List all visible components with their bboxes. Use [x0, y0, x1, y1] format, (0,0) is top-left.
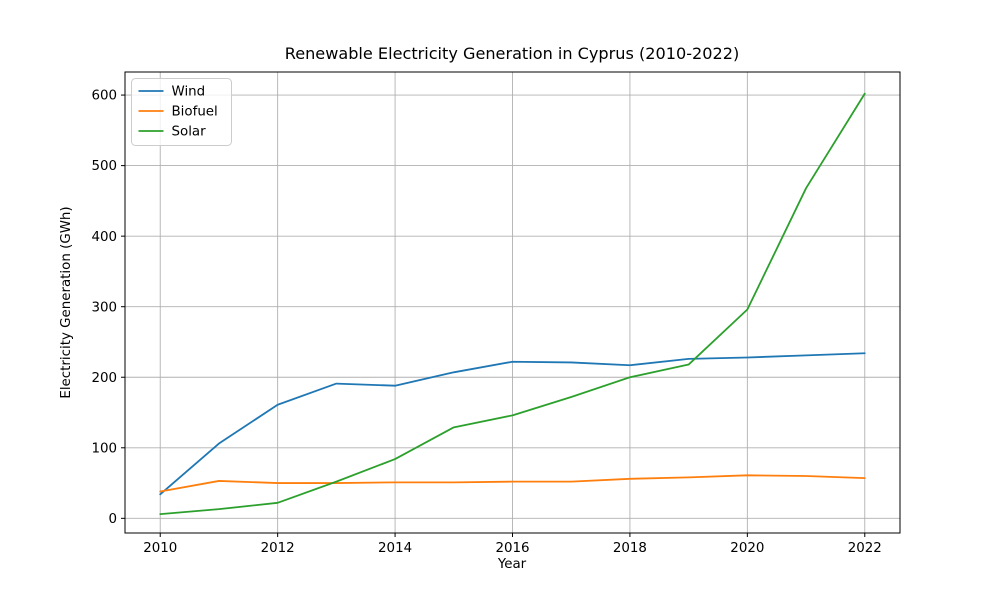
y-tick-label: 500: [91, 159, 117, 174]
legend-label: Biofuel: [172, 105, 218, 120]
legend: Wind Biofuel Solar: [131, 78, 232, 146]
y-tick-label: 200: [91, 371, 117, 386]
series-line-solar: [159, 92, 866, 515]
x-tick-label: 2020: [730, 541, 764, 556]
axis-ticks: 0 100 200 300 400 500 600 2010 2012 2014 2016 2018 2…: [91, 89, 881, 556]
x-tick-label: 2022: [848, 541, 882, 556]
y-tick-label: 100: [91, 441, 117, 456]
y-tick-label: 400: [91, 230, 117, 245]
grid-lines: [125, 72, 900, 533]
legend-box: [131, 78, 232, 146]
x-tick-label: 2014: [378, 541, 412, 556]
x-tick-label: 2010: [143, 541, 177, 556]
legend-item-solar: Solar: [138, 125, 207, 140]
y-tick-label: 600: [91, 89, 117, 104]
legend-label: Solar: [172, 125, 207, 140]
chart-title: Renewable Electricity Generation in Cypr…: [285, 44, 740, 63]
legend-item-biofuel: Biofuel: [138, 105, 218, 120]
x-tick-label: 2018: [613, 541, 647, 556]
y-tick-label: 0: [108, 512, 117, 527]
x-axis-label: Year: [497, 557, 527, 572]
x-tick-label: 2012: [261, 541, 295, 556]
series-line-biofuel: [159, 474, 866, 493]
y-axis-label: Electricity Generation (GWh): [59, 206, 74, 398]
x-tick-label: 2016: [495, 541, 529, 556]
series-lines: [159, 92, 866, 515]
legend-item-wind: Wind: [138, 85, 206, 100]
y-tick-label: 300: [91, 300, 117, 315]
legend-label: Wind: [172, 85, 206, 100]
series-line-wind: [159, 352, 866, 496]
